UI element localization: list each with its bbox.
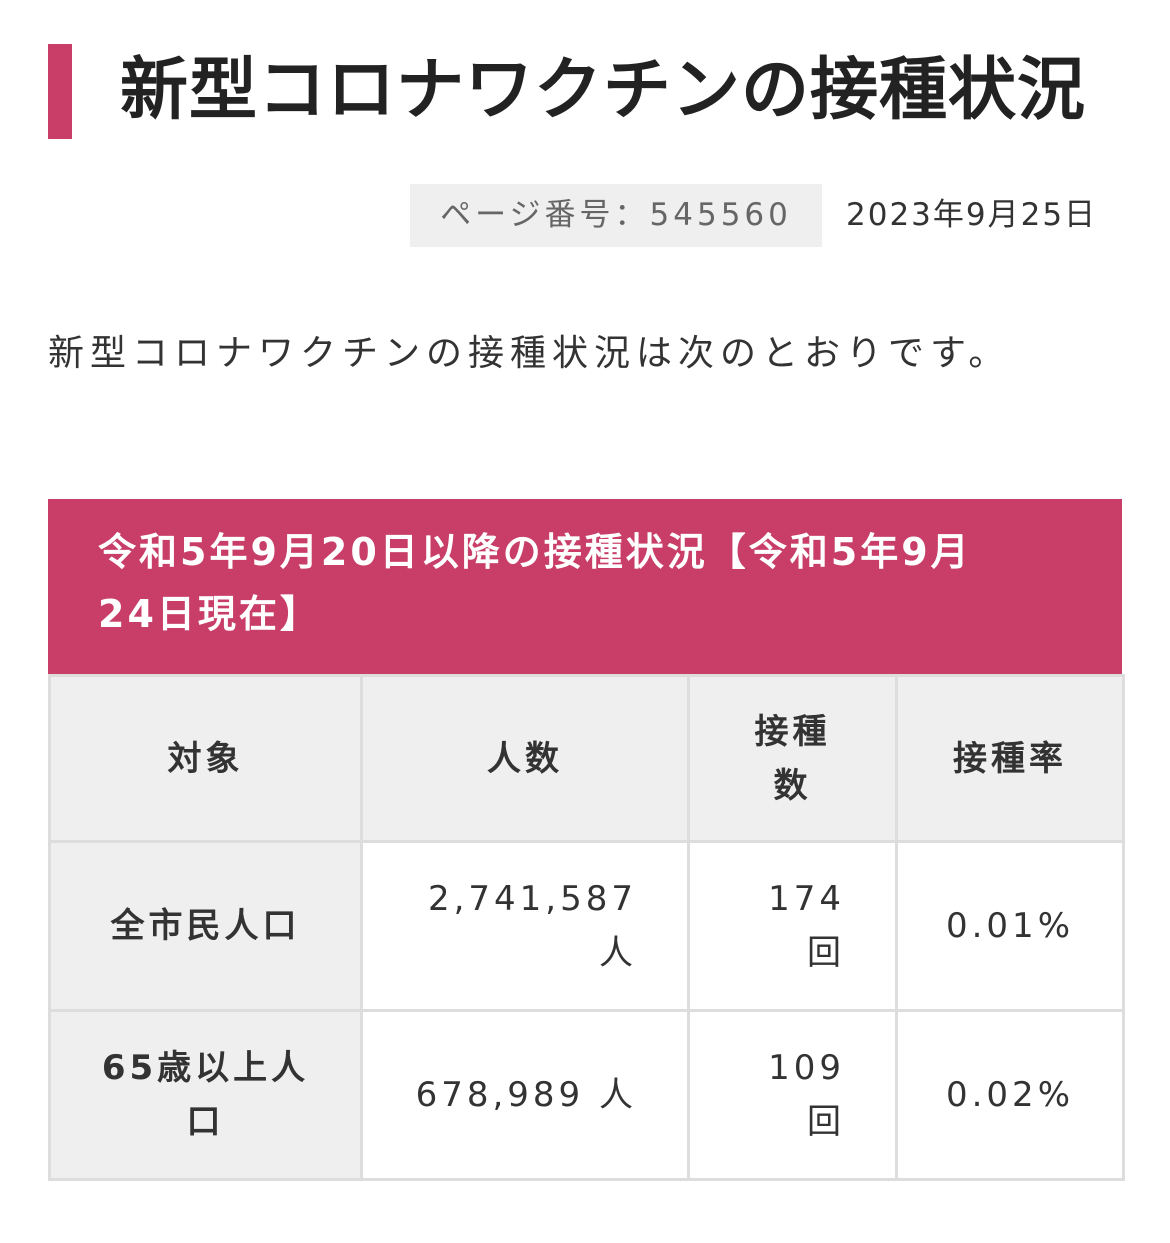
header-rate: 接種率 (895, 674, 1125, 843)
title-accent-bar (48, 44, 72, 139)
row-target-line-2: 口 (186, 1102, 225, 1142)
header-doses-line-2: 数 (773, 765, 812, 806)
row-doses: 174 回 (687, 840, 898, 1012)
row-target: 全市民人口 (48, 840, 363, 1012)
table-caption: 令和5年9月20日以降の接種状況【令和5年9月 24日現在】 (48, 499, 1122, 674)
row-doses-line-2: 回 (807, 933, 845, 973)
table-header-row: 対象 人数 接種 数 接種率 (48, 674, 1125, 843)
header-people: 人数 (360, 674, 690, 843)
table-row: 全市民人口 2,741,587 人 174 回 0.01% (48, 840, 1125, 1012)
vaccination-table: 対象 人数 接種 数 接種率 全市民人口 2,741,587 人 174 (48, 674, 1125, 1181)
header-doses: 接種 数 (687, 674, 898, 843)
vaccination-table-section: 令和5年9月20日以降の接種状況【令和5年9月 24日現在】 対象 人数 接種 … (48, 499, 1125, 1181)
row-rate: 0.02% (895, 1009, 1125, 1181)
table-row: 65歳以上人 口 678,989 人 109 回 0.02% (48, 1009, 1125, 1181)
row-target-line-1: 全市民人口 (110, 906, 301, 946)
page-number-badge: ページ番号：545560 (410, 184, 822, 247)
row-doses: 109 回 (687, 1009, 898, 1181)
row-target: 65歳以上人 口 (48, 1009, 363, 1181)
row-doses-line-1: 174 (768, 879, 845, 919)
row-doses-line-1: 109 (768, 1048, 845, 1088)
header-doses-line-1: 接種 (754, 711, 831, 752)
row-people: 2,741,587 人 (360, 840, 690, 1012)
row-people-line-1: 2,741,587 (427, 879, 637, 919)
page-date: 2023年9月25日 (846, 197, 1098, 233)
row-people-line-1: 678,989 人 (415, 1075, 637, 1115)
row-rate: 0.01% (895, 840, 1125, 1012)
intro-text: 新型コロナワクチンの接種状況は次のとおりです。 (48, 333, 1011, 374)
row-people-line-2: 人 (599, 933, 637, 973)
row-target-line-1: 65歳以上人 (101, 1048, 310, 1088)
row-doses-line-2: 回 (807, 1102, 845, 1142)
header-target: 対象 (48, 674, 363, 843)
row-people: 678,989 人 (360, 1009, 690, 1181)
table-caption-line-2: 24日現在】 (98, 592, 321, 636)
page-title: 新型コロナワクチンの接種状況 (120, 51, 1087, 130)
table-caption-line-1: 令和5年9月20日以降の接種状況【令和5年9月 (98, 530, 972, 574)
